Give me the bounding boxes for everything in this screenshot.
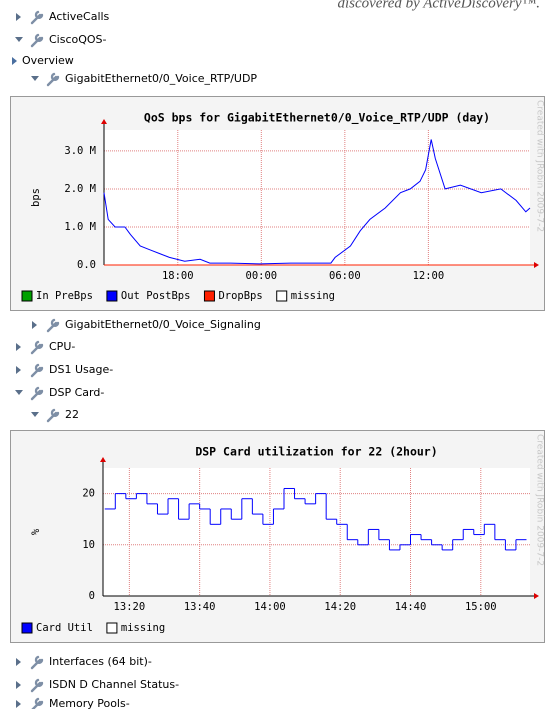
tree-label[interactable]: ISDN D Channel Status-: [49, 678, 179, 691]
legend-label: Card Util: [36, 622, 93, 634]
y-tick-label: 0.0: [77, 259, 96, 271]
legend-swatch: [276, 290, 288, 302]
y-axis-label: %: [30, 528, 42, 535]
x-tick-label: 13:40: [184, 601, 216, 613]
tree-toggle[interactable]: [12, 57, 17, 65]
axis-arrow: [100, 457, 106, 462]
side-text: Created with JRobin 2009-7-2: [535, 100, 545, 232]
plot-area: [104, 130, 530, 265]
tree-icon: [30, 678, 44, 693]
x-tick-label: 06:00: [329, 270, 361, 282]
tree-label[interactable]: CiscoQOS-: [49, 33, 107, 46]
tree-toggle[interactable]: [16, 13, 21, 21]
legend-label: DropBps: [218, 290, 262, 302]
tree-toggle[interactable]: [16, 700, 21, 708]
tree-toggle[interactable]: [32, 321, 37, 329]
x-tick-label: 14:40: [395, 601, 427, 613]
legend-swatch: [106, 290, 118, 302]
caption: discovered by ActiveDiscovery™.: [337, 0, 540, 11]
y-tick-label: 2.0 M: [64, 183, 96, 195]
legend-swatch: [203, 290, 215, 302]
tree-icon: [31, 697, 44, 709]
tree-toggle[interactable]: [16, 343, 21, 351]
tree-icon: [30, 363, 44, 378]
chart: QoS bps for GigabitEthernet0/0_Voice_RTP…: [10, 96, 545, 311]
tree-toggle[interactable]: [15, 390, 23, 395]
x-tick-label: 14:20: [324, 601, 356, 613]
tree-label[interactable]: Overview: [22, 54, 74, 67]
data-line: [103, 139, 531, 265]
tree-icon: [30, 10, 44, 25]
y-tick-label: 3.0 M: [64, 145, 96, 157]
legend-label: Out PostBps: [121, 290, 191, 302]
legend-label: missing: [121, 622, 165, 634]
chart-title: DSP Card utilization for 22 (2hour): [195, 445, 437, 459]
tree-label[interactable]: Interfaces (64 bit)-: [49, 655, 152, 668]
tree-toggle[interactable]: [16, 658, 21, 666]
tree-icon: [30, 386, 44, 401]
tree-label[interactable]: GigabitEthernet0/0_Voice_RTP/UDP: [65, 72, 257, 85]
tree-label[interactable]: ActiveCalls: [49, 10, 110, 23]
legend-swatch: [21, 622, 33, 634]
x-tick-label: 14:00: [254, 601, 286, 613]
tree-toggle[interactable]: [16, 681, 21, 689]
tree-toggle[interactable]: [31, 412, 39, 417]
tree-toggle[interactable]: [15, 37, 23, 42]
tree-label[interactable]: DSP Card-: [49, 386, 104, 399]
y-tick-label: 10: [82, 539, 95, 551]
axis-arrow: [534, 262, 539, 268]
side-text: Created with JRobin 2009-7-2: [535, 434, 545, 566]
y-axis-label: bps: [30, 188, 42, 207]
x-tick-label: 13:20: [114, 601, 146, 613]
x-tick-label: 15:00: [465, 601, 497, 613]
legend-label: In PreBps: [36, 290, 93, 302]
tree-icon: [30, 33, 44, 48]
tree-label[interactable]: Memory Pools-: [49, 697, 130, 709]
legend-swatch: [21, 290, 33, 302]
x-tick-label: 00:00: [246, 270, 278, 282]
y-tick-label: 20: [82, 488, 95, 500]
x-tick-label: 12:00: [413, 270, 445, 282]
chart-title: QoS bps for GigabitEthernet0/0_Voice_RTP…: [144, 111, 490, 126]
legend-label: missing: [291, 290, 335, 302]
tree-label[interactable]: CPU-: [49, 340, 75, 353]
tree-icon: [30, 655, 44, 670]
y-tick-label: 1.0 M: [64, 221, 96, 233]
tree-icon: [46, 318, 60, 333]
tree-icon: [30, 340, 44, 355]
tree-toggle[interactable]: [16, 366, 21, 374]
legend-swatch: [106, 622, 118, 634]
tree-toggle[interactable]: [31, 76, 39, 81]
axis-arrow: [101, 119, 107, 124]
tree-label[interactable]: GigabitEthernet0/0_Voice_Signaling: [65, 318, 261, 331]
plot-area: [103, 468, 530, 596]
x-tick-label: 18:00: [162, 270, 194, 282]
y-tick-label: 0: [89, 590, 95, 602]
chart: DSP Card utilization for 22 (2hour)% Crea…: [10, 430, 545, 643]
axis-arrow: [534, 593, 539, 599]
tree-icon: [46, 408, 60, 423]
tree-icon: [46, 72, 60, 87]
tree-label[interactable]: 22: [65, 408, 79, 421]
tree-label[interactable]: DS1 Usage-: [49, 363, 113, 376]
